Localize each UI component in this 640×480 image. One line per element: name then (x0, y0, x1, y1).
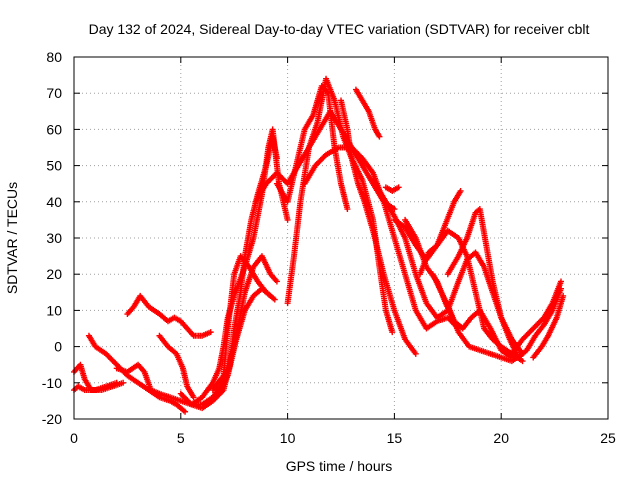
data-point (284, 216, 291, 223)
grid-lines (74, 57, 608, 419)
series-track-16 (338, 97, 419, 357)
data-point (207, 329, 214, 336)
x-tick-labels: 0 5 10 15 20 25 (70, 430, 616, 446)
series-track-14 (284, 75, 396, 336)
data-point (558, 285, 565, 292)
data-point (113, 379, 120, 386)
series-track-22 (417, 187, 464, 278)
data-point (344, 206, 351, 213)
series-track-6 (156, 332, 197, 401)
data-point (519, 358, 526, 365)
y-tick-label: 40 (46, 194, 62, 210)
data-point (389, 329, 396, 336)
y-tick-labels: -20 -10 0 10 20 30 40 50 60 70 80 (42, 49, 62, 427)
x-tick-label: 20 (493, 430, 509, 446)
chart-title: Day 132 of 2024, Sidereal Day-to-day VTE… (89, 21, 590, 37)
data-point (273, 278, 280, 285)
y-tick-label: 10 (46, 302, 62, 318)
y-tick-label: -10 (42, 375, 62, 391)
data-point (376, 133, 383, 140)
y-tick-label: 80 (46, 49, 62, 65)
data-point (120, 379, 127, 386)
x-tick-label: 0 (70, 430, 78, 446)
y-tick-label: 0 (54, 339, 62, 355)
data-point (267, 292, 274, 299)
y-tick-label: 70 (46, 85, 62, 101)
data-point (412, 350, 419, 357)
series-track-13 (273, 82, 351, 213)
x-axis-label: GPS time / hours (286, 458, 393, 474)
data-point (271, 296, 278, 303)
data-point (560, 292, 567, 299)
y-tick-label: 60 (46, 121, 62, 137)
series-track-27 (530, 292, 567, 361)
data-points-layer (71, 75, 567, 415)
series-track-20 (391, 216, 526, 365)
x-tick-label: 25 (600, 430, 616, 446)
series-track-17 (352, 86, 383, 140)
x-tick-label: 5 (177, 430, 185, 446)
data-point (190, 394, 197, 401)
series-track-2 (71, 379, 120, 394)
y-tick-label: 30 (46, 230, 62, 246)
data-point (457, 187, 464, 194)
y-tick-label: -20 (42, 411, 62, 427)
series-track-3 (85, 332, 189, 415)
series-track-19 (382, 184, 402, 194)
y-tick-label: 50 (46, 158, 62, 174)
data-point (395, 184, 402, 191)
series-track-11 (220, 253, 280, 386)
x-tick-label: 15 (387, 430, 403, 446)
axis-ticks (73, 56, 609, 420)
series-track-4 (124, 292, 214, 339)
data-point (182, 408, 189, 415)
x-tick-label: 10 (280, 430, 296, 446)
y-axis-label: SDTVAR / TECUs (4, 182, 20, 294)
data-point (558, 278, 565, 285)
y-tick-label: 20 (46, 266, 62, 282)
